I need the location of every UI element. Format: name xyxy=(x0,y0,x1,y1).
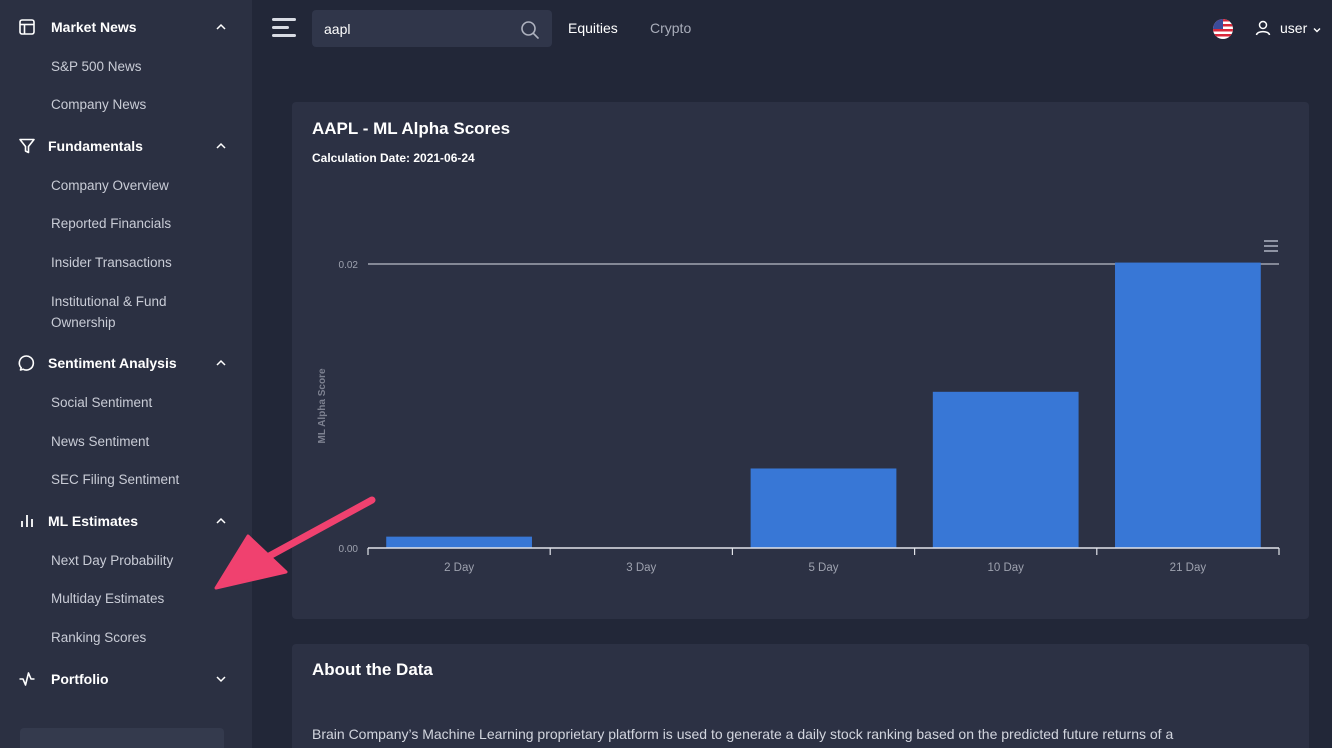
sidebar-item-ranking-scores[interactable]: Ranking Scores xyxy=(51,630,147,645)
sidebar-group-label: ML Estimates xyxy=(48,513,138,529)
sidebar-item-sp500-news[interactable]: S&P 500 News xyxy=(51,59,142,74)
us-flag-icon[interactable] xyxy=(1213,19,1233,39)
user-label: user xyxy=(1280,20,1308,36)
chevron-down-icon xyxy=(214,672,228,686)
bar-chart-icon xyxy=(18,512,36,530)
sidebar-bottom-panel[interactable] xyxy=(20,728,224,748)
sidebar-group-ml-estimates[interactable]: ML Estimates xyxy=(0,506,252,536)
sidebar-item-company-overview[interactable]: Company Overview xyxy=(51,178,169,193)
about-text: Brain Company’s Machine Learning proprie… xyxy=(312,726,1174,742)
chevron-down-icon xyxy=(1312,22,1322,40)
search-input[interactable] xyxy=(312,10,512,47)
sidebar-item-insider-transactions[interactable]: Insider Transactions xyxy=(51,255,172,270)
sidebar-item-multiday-estimates[interactable]: Multiday Estimates xyxy=(51,591,165,606)
search-icon[interactable] xyxy=(520,20,540,40)
menu-toggle-icon[interactable] xyxy=(272,18,296,38)
bar-5-day[interactable] xyxy=(750,468,897,548)
sidebar-item-institutional-ownership[interactable]: Institutional & Fund Ownership xyxy=(51,294,167,330)
chart-menu-icon[interactable] xyxy=(1264,240,1278,252)
y-tick-label: 0.00 xyxy=(339,544,359,555)
x-tick-label: 2 Day xyxy=(444,562,474,574)
sidebar-group-sentiment-analysis[interactable]: Sentiment Analysis xyxy=(0,348,252,378)
about-data-card: About the Data Brain Company’s Machine L… xyxy=(292,644,1309,748)
sidebar-group-label: Market News xyxy=(51,19,137,35)
layout-icon xyxy=(18,18,36,36)
y-tick-label: 0.02 xyxy=(339,260,359,271)
nav-equities[interactable]: Equities xyxy=(568,20,618,36)
x-tick-label: 3 Day xyxy=(626,562,656,574)
sidebar-item-reported-financials[interactable]: Reported Financials xyxy=(51,216,172,231)
sidebar-item-news-sentiment[interactable]: News Sentiment xyxy=(51,434,150,449)
message-circle-icon xyxy=(18,354,36,372)
user-icon xyxy=(1254,19,1272,42)
y-axis-title: ML Alpha Score xyxy=(317,368,328,443)
x-tick-label: 21 Day xyxy=(1170,562,1207,574)
nav-crypto[interactable]: Crypto xyxy=(650,20,692,36)
bar-21-day[interactable] xyxy=(1115,262,1261,548)
sidebar-item-next-day-probability[interactable]: Next Day Probability xyxy=(51,553,174,568)
alpha-scores-chart: 0.00 0.02 ML Alpha Score 2 Day 3 Day 5 Day 10 … xyxy=(317,240,1280,574)
bar-10-day[interactable] xyxy=(932,391,1079,548)
activity-icon xyxy=(18,670,36,688)
sidebar: Market News S&P 500 News Company News Fu… xyxy=(0,0,252,748)
sidebar-group-label: Sentiment Analysis xyxy=(48,355,177,371)
x-tick-label: 10 Day xyxy=(987,562,1024,574)
card-title: AAPL - ML Alpha Scores xyxy=(312,119,511,138)
alpha-scores-card: AAPL - ML Alpha Scores Calculation Date:… xyxy=(292,102,1309,619)
sidebar-item-social-sentiment[interactable]: Social Sentiment xyxy=(51,395,153,410)
bar-2-day[interactable] xyxy=(386,536,532,548)
about-title: About the Data xyxy=(312,660,433,679)
sidebar-item-company-news[interactable]: Company News xyxy=(51,97,147,112)
calculation-date: Calculation Date: 2021-06-24 xyxy=(312,151,475,165)
sidebar-group-fundamentals[interactable]: Fundamentals xyxy=(0,131,252,161)
chevron-up-icon xyxy=(214,514,228,528)
sidebar-group-label: Fundamentals xyxy=(48,138,143,154)
sidebar-item-sec-filing-sentiment[interactable]: SEC Filing Sentiment xyxy=(51,472,180,487)
sidebar-group-label: Portfolio xyxy=(51,671,109,687)
chevron-up-icon xyxy=(214,139,228,153)
search-box xyxy=(312,10,552,47)
chevron-up-icon xyxy=(214,356,228,370)
sidebar-group-market-news[interactable]: Market News xyxy=(0,12,252,42)
filter-icon xyxy=(18,137,36,155)
sidebar-group-portfolio[interactable]: Portfolio xyxy=(0,664,252,694)
chevron-up-icon xyxy=(214,20,228,34)
x-tick-label: 5 Day xyxy=(808,562,838,574)
